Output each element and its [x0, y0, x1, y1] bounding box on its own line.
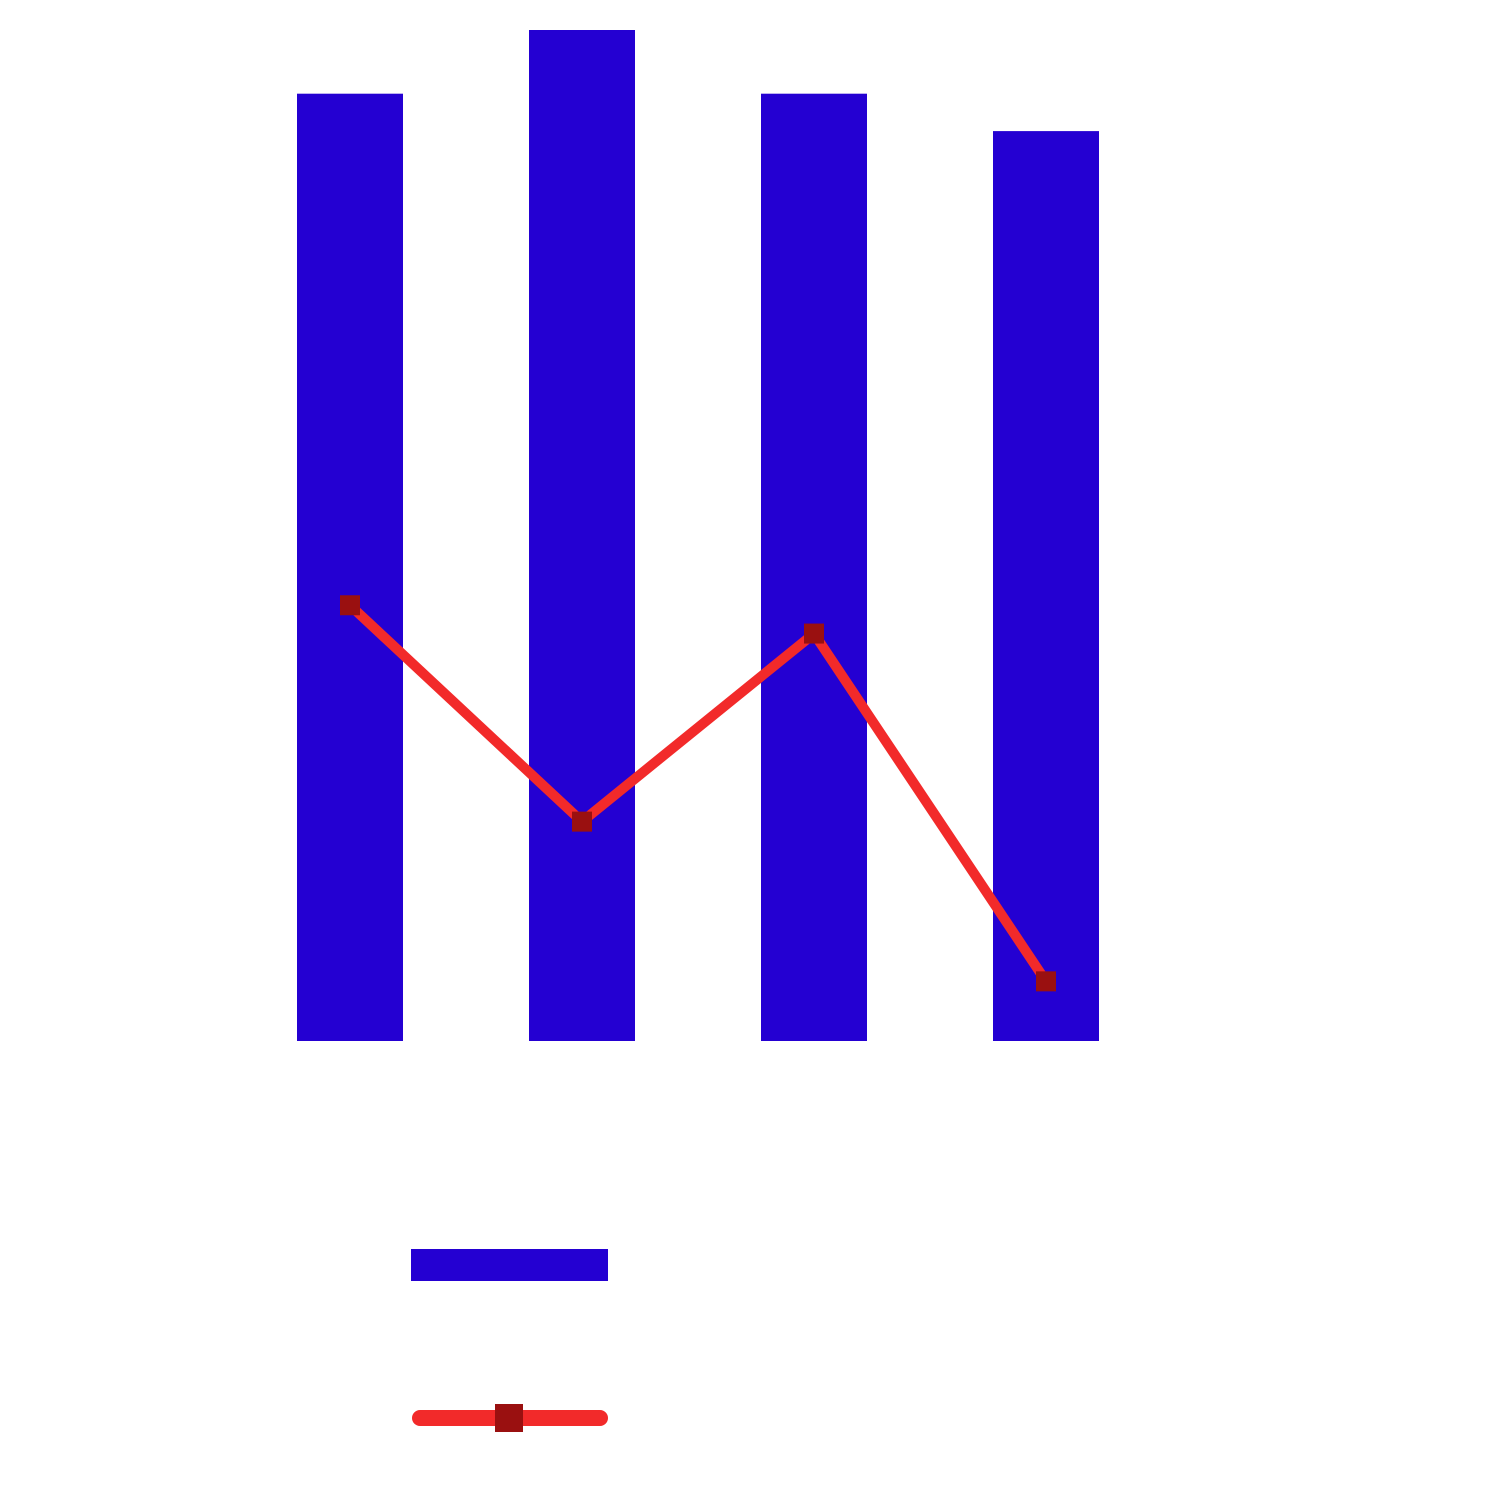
legend-bar-swatch: [411, 1249, 608, 1281]
line-point-4: [1036, 971, 1056, 992]
legend: [411, 1249, 608, 1432]
bar-1: [297, 93, 403, 1042]
line-point-3: [804, 623, 824, 644]
bar-2: [529, 30, 635, 1041]
line-point-2: [572, 811, 592, 832]
bar-4: [993, 131, 1099, 1042]
line-series: [340, 595, 1056, 992]
legend-line-marker: [495, 1404, 523, 1432]
bar-series: [297, 30, 1099, 1042]
line-point-1: [340, 595, 360, 616]
line-path: [345, 600, 1051, 987]
bar-3: [761, 93, 867, 1042]
